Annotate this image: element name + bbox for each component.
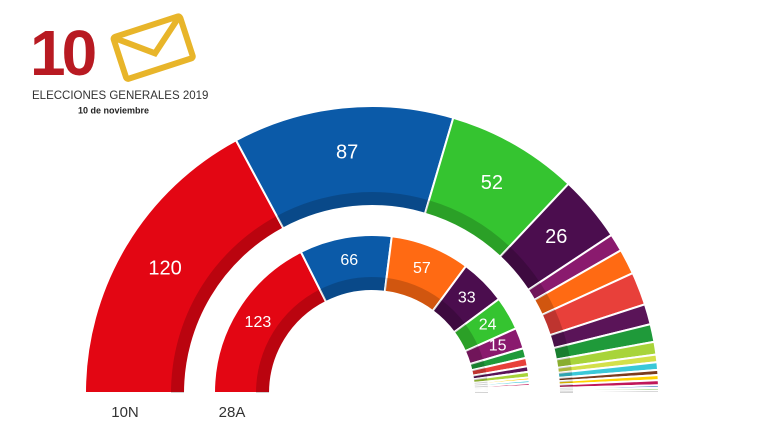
segment-shade [384, 277, 442, 311]
segment-shade [554, 344, 570, 360]
segment-shade [171, 216, 283, 393]
seat-label: 24 [479, 317, 497, 334]
seat-label: 87 [336, 142, 358, 164]
seat-label: 120 [148, 258, 181, 280]
seat-label: 123 [245, 314, 272, 331]
seat-label: 66 [340, 252, 358, 269]
envelope-icon [110, 13, 196, 82]
segment-shade [256, 289, 326, 393]
segment-shade [433, 299, 466, 332]
segment-shade [465, 345, 484, 364]
logo-title: ELECCIONES GENERALES 2019 [32, 90, 208, 102]
segment-shade [550, 330, 568, 348]
segment-shade [535, 293, 555, 315]
seat-label: 26 [545, 226, 567, 248]
segment-shade [474, 391, 488, 393]
seat-label: 33 [458, 289, 476, 306]
seat-label: 52 [481, 172, 503, 194]
ring-label: 28A [219, 404, 246, 421]
logo: 10 ELECCIONES GENERALES 2019 10 de novie… [30, 13, 208, 115]
seat-segment [472, 390, 532, 394]
logo-number: 10 [30, 17, 95, 89]
segment-shade [319, 277, 387, 302]
segment-shade [500, 246, 540, 290]
segment-shade [559, 391, 573, 393]
segment-shade [425, 200, 510, 256]
seat-label: 57 [413, 260, 431, 277]
seat-segment [557, 389, 661, 394]
ring-label: 10N [111, 404, 139, 421]
segment-shade [454, 323, 478, 351]
segment-shade [276, 192, 429, 228]
segment-shade [542, 309, 564, 335]
segment-shade [556, 357, 572, 368]
logo-date: 10 de noviembre [78, 105, 149, 115]
seat-label: 15 [489, 338, 507, 355]
